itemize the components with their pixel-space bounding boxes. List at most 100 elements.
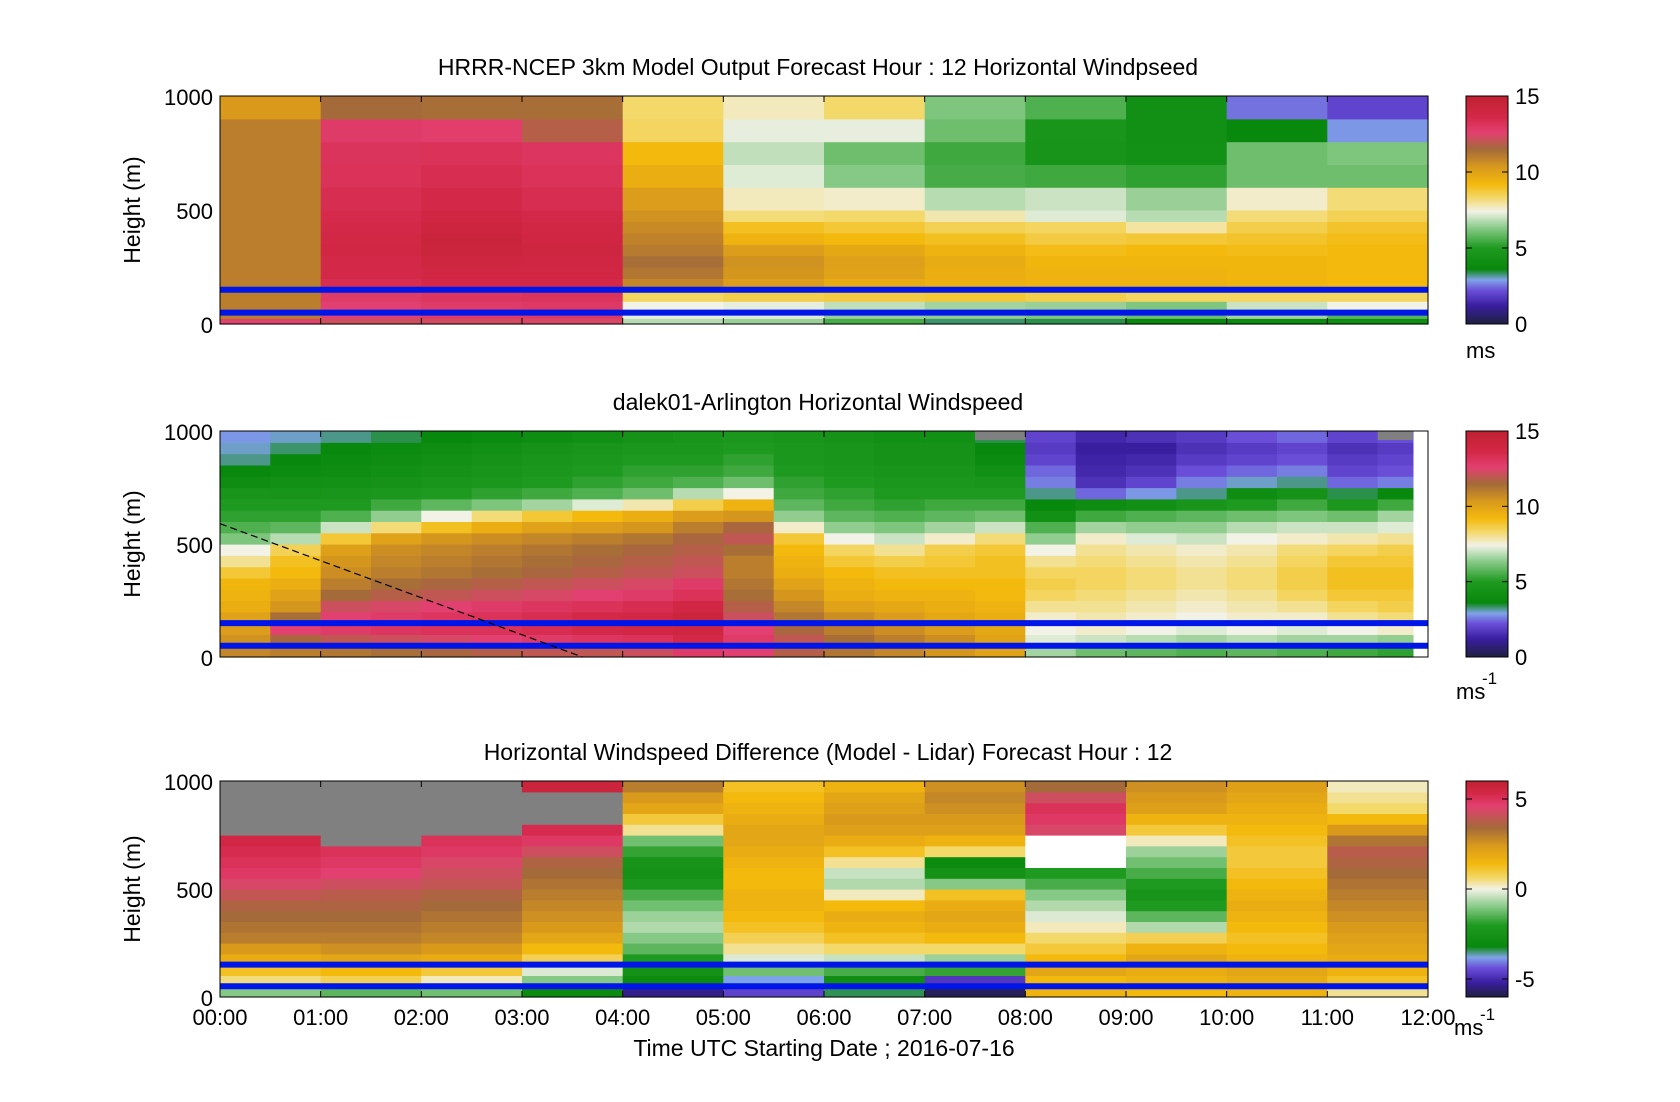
heatmap-cell: [320, 835, 422, 847]
heatmap-cell: [1327, 164, 1429, 188]
heatmap-cell: [622, 464, 674, 477]
heatmap-cell: [874, 521, 926, 534]
heatmap-cell: [622, 943, 724, 955]
heatmap-cell: [622, 566, 674, 579]
heatmap-cell: [220, 476, 271, 489]
heatmap-cell: [1327, 476, 1379, 489]
heatmap-cell: [723, 986, 825, 998]
heatmap-cell: [1025, 986, 1127, 998]
heatmap-cell: [924, 498, 976, 511]
heatmap-cell: [622, 845, 724, 858]
heatmap-cell: [1327, 964, 1429, 976]
heatmap-cell: [220, 544, 271, 556]
heatmap-cell: [220, 521, 271, 534]
heatmap-cell: [522, 899, 624, 912]
heatmap-cell: [1025, 867, 1127, 879]
heatmap-cell: [622, 856, 724, 868]
heatmap-cell: [1226, 431, 1278, 443]
heatmap-cell: [421, 577, 473, 590]
heatmap-cell: [1377, 532, 1414, 545]
x-tick-label: 02:00: [394, 1005, 449, 1030]
heatmap-cell: [1277, 623, 1328, 635]
panel-lidar-colorbar: 0 5 10 15 ms -1: [1456, 419, 1539, 704]
panel-difference-heatmap: [220, 781, 1429, 998]
heatmap-cell: [220, 932, 322, 944]
heatmap-cell: [320, 781, 422, 793]
heatmap-cell: [773, 600, 825, 613]
heatmap-cell: [824, 943, 926, 955]
colorbar-unit-sup: -1: [1482, 669, 1497, 688]
heatmap-cell: [1277, 431, 1328, 443]
heatmap-cell: [1126, 453, 1177, 466]
heatmap-cell: [824, 442, 875, 455]
heatmap-cell: [924, 845, 1026, 858]
heatmap-cell: [824, 932, 926, 944]
heatmap-cell: [824, 510, 875, 522]
heatmap-cell: [1226, 577, 1278, 590]
heatmap-cell: [1226, 566, 1278, 579]
heatmap-cell: [220, 878, 322, 890]
heatmap-cell: [320, 964, 422, 976]
heatmap-cell: [723, 856, 825, 868]
heatmap-cell: [723, 487, 775, 500]
heatmap-cell: [1327, 856, 1429, 868]
heatmap-cell: [371, 589, 422, 602]
heatmap-cell: [824, 521, 875, 534]
colorbar-tick-label: 15: [1515, 84, 1539, 109]
heatmap-cell: [723, 431, 775, 443]
heatmap-cell: [1025, 544, 1077, 556]
heatmap-cell: [270, 555, 322, 568]
heatmap-cell: [421, 867, 523, 879]
heatmap-cell: [320, 312, 422, 319]
heatmap-cell: [924, 791, 1026, 804]
heatmap-cell: [471, 532, 523, 545]
heatmap-cell: [421, 232, 523, 245]
heatmap-cell: [975, 566, 1026, 579]
heatmap-cell: [421, 566, 473, 579]
heatmap-cell: [975, 555, 1026, 568]
heatmap-cell: [1277, 577, 1328, 590]
heatmap-cell: [1025, 577, 1077, 590]
colorbar-gradient: [1465, 95, 1509, 325]
heatmap-cell: [1277, 600, 1328, 613]
heatmap-cell: [371, 431, 422, 443]
heatmap-cell: [270, 544, 322, 556]
heatmap-cell: [723, 878, 825, 890]
heatmap-cell: [522, 210, 624, 222]
heatmap-cell: [1126, 312, 1228, 319]
colorbar-tick-label: -5: [1515, 967, 1535, 992]
heatmap-cell: [522, 975, 624, 987]
ytick: 1000: [164, 420, 213, 445]
heatmap-cell: [522, 878, 624, 890]
heatmap-cell: [1126, 544, 1177, 556]
heatmap-cell: [270, 623, 322, 635]
heatmap-cell: [924, 442, 976, 455]
colorbar-gradient: [1465, 780, 1509, 998]
heatmap-cell: [572, 476, 624, 489]
heatmap-cell: [673, 532, 724, 545]
heatmap-cell: [1075, 442, 1127, 455]
heatmap-cell: [1025, 932, 1127, 944]
heatmap-cell: [1327, 141, 1429, 165]
heatmap-cell: [320, 867, 422, 879]
heatmap-cell: [622, 442, 674, 455]
heatmap-cell: [1025, 566, 1077, 579]
heatmap-cell: [220, 442, 271, 455]
colorbar-tick-label: 0: [1515, 645, 1527, 670]
panel-difference-colorbar: -5 0 5 ms -1: [1454, 780, 1535, 1040]
heatmap-cell: [1126, 964, 1228, 976]
heatmap-cell: [421, 824, 523, 836]
heatmap-cell: [673, 589, 724, 602]
heatmap-cell: [220, 943, 322, 955]
ytick: 500: [176, 199, 213, 224]
heatmap-cell: [270, 577, 322, 590]
heatmap-cell: [975, 589, 1026, 602]
heatmap-cell: [522, 943, 624, 955]
heatmap-cell: [471, 544, 523, 556]
heatmap-cell: [421, 96, 523, 120]
heatmap-cell: [320, 431, 372, 443]
heatmap-cell: [924, 164, 1026, 188]
heatmap-cell: [1176, 442, 1228, 455]
heatmap-cell: [824, 791, 926, 804]
heatmap-cell: [522, 824, 624, 836]
